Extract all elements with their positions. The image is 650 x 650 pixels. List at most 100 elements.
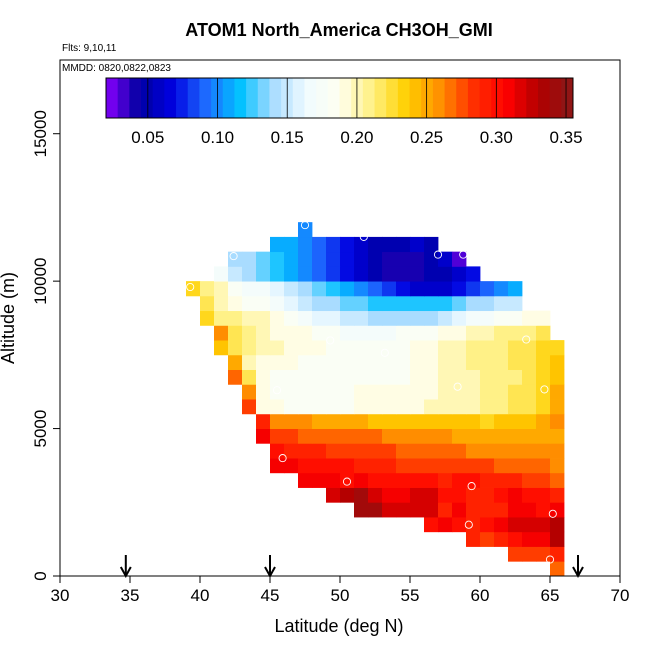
heatmap-cell	[396, 325, 411, 341]
heatmap-cell	[382, 458, 397, 474]
heatmap-cell	[270, 266, 285, 282]
heatmap-cell	[340, 487, 355, 503]
heatmap-cell	[522, 502, 537, 518]
heatmap-cell	[326, 428, 341, 444]
x-tick-label: 70	[611, 586, 630, 605]
heatmap-cell	[228, 369, 243, 385]
heatmap-cell	[270, 443, 285, 459]
heatmap-cell	[466, 502, 481, 518]
heatmap-cell	[410, 443, 425, 459]
heatmap-cell	[284, 428, 299, 444]
colorbar-segment	[444, 78, 457, 118]
flight-marker	[278, 454, 287, 463]
heatmap-cell	[452, 472, 467, 488]
flight-marker	[380, 348, 389, 357]
colorbar-tick-label: 0.20	[340, 128, 373, 147]
heatmap-cell	[536, 517, 551, 533]
heatmap-cell	[270, 281, 285, 297]
heatmap-cell	[298, 472, 313, 488]
heatmap-cell	[424, 472, 439, 488]
heatmap-cell	[354, 281, 369, 297]
heatmap-cell	[242, 266, 257, 282]
heatmap-cell	[312, 310, 327, 326]
heatmap-cell	[256, 384, 271, 400]
heatmap-cell	[452, 251, 467, 267]
heatmap-cell	[396, 266, 411, 282]
heatmap-cell	[382, 251, 397, 267]
heatmap-cell	[494, 399, 509, 415]
heatmap-cell	[452, 487, 467, 503]
heatmap-cell	[368, 295, 383, 312]
heatmap-cell	[326, 310, 341, 326]
heatmap-cell	[438, 428, 453, 444]
heatmap-cell	[396, 251, 411, 267]
heatmap-cell	[494, 531, 509, 547]
heatmap-cell	[480, 281, 495, 297]
heatmap-cell	[382, 310, 397, 326]
heatmap-cell	[466, 413, 481, 429]
heatmap-cell	[466, 295, 481, 312]
flight-marker	[548, 509, 557, 518]
takeoff-arrow-head	[264, 566, 276, 579]
heatmap-cell	[438, 310, 453, 326]
heatmap-cell	[242, 354, 257, 370]
heatmap-cell	[312, 458, 327, 474]
heatmap-cell	[228, 295, 243, 312]
heatmap-cell	[438, 266, 453, 282]
heatmap-cell	[550, 546, 565, 562]
heatmap-cell	[410, 413, 425, 429]
heatmap-cell	[354, 502, 369, 518]
heatmap-cell	[452, 295, 467, 312]
colorbar-segment	[397, 78, 411, 118]
x-tick-label: 60	[471, 586, 490, 605]
flights-label: Flts: 9,10,11	[62, 43, 117, 54]
heatmap-cell	[354, 472, 369, 488]
heatmap-cell	[326, 399, 341, 415]
heatmap-cell	[312, 281, 327, 297]
colorbar-segment	[502, 78, 516, 118]
heatmap-cell	[312, 251, 327, 267]
colorbar-segment	[106, 78, 119, 118]
heatmap-cell	[424, 295, 439, 312]
heatmap-cell	[522, 340, 537, 356]
heatmap-cell	[270, 295, 285, 312]
heatmap-cell	[298, 458, 313, 474]
heatmap-cell	[326, 487, 341, 503]
flight-markers	[186, 221, 557, 564]
heatmap-cell	[494, 517, 509, 533]
flight-marker	[326, 336, 335, 345]
heatmap-cell	[466, 340, 481, 356]
heatmap-cell	[298, 369, 313, 385]
takeoff-arrow-head	[572, 566, 584, 579]
heatmap-cell	[438, 487, 453, 503]
heatmap-cell	[494, 487, 509, 503]
heatmap-cell	[340, 340, 355, 356]
heatmap-cell	[396, 472, 411, 488]
heatmap-cell	[270, 340, 285, 356]
heatmap-cell	[480, 369, 495, 385]
heatmap-cell	[284, 266, 299, 282]
heatmap-cell	[368, 443, 383, 459]
flight-marker	[342, 477, 352, 486]
heatmap-cell	[368, 384, 383, 400]
heatmap-cell	[536, 310, 551, 326]
colorbar-segment	[246, 78, 259, 118]
heatmap-cell	[298, 325, 313, 341]
heatmap-cell	[466, 369, 481, 385]
heatmap-cell	[452, 310, 467, 326]
heatmap-cell	[326, 236, 341, 253]
colorbar-segment	[386, 78, 399, 118]
heatmap-cell	[256, 413, 271, 429]
heatmap-cell	[508, 354, 523, 370]
colorbar-segment	[316, 78, 329, 118]
heatmap-cell	[284, 384, 299, 400]
heatmap-cell	[298, 354, 313, 370]
heatmap-cell	[466, 487, 481, 503]
heatmap-cell	[438, 295, 453, 312]
heatmap-cell	[508, 310, 523, 326]
heatmap-cell	[452, 413, 467, 429]
heatmap-cell	[424, 325, 439, 341]
heatmap-cell	[410, 354, 425, 370]
heatmap-cell	[536, 399, 551, 415]
heatmap-cell	[452, 369, 467, 385]
